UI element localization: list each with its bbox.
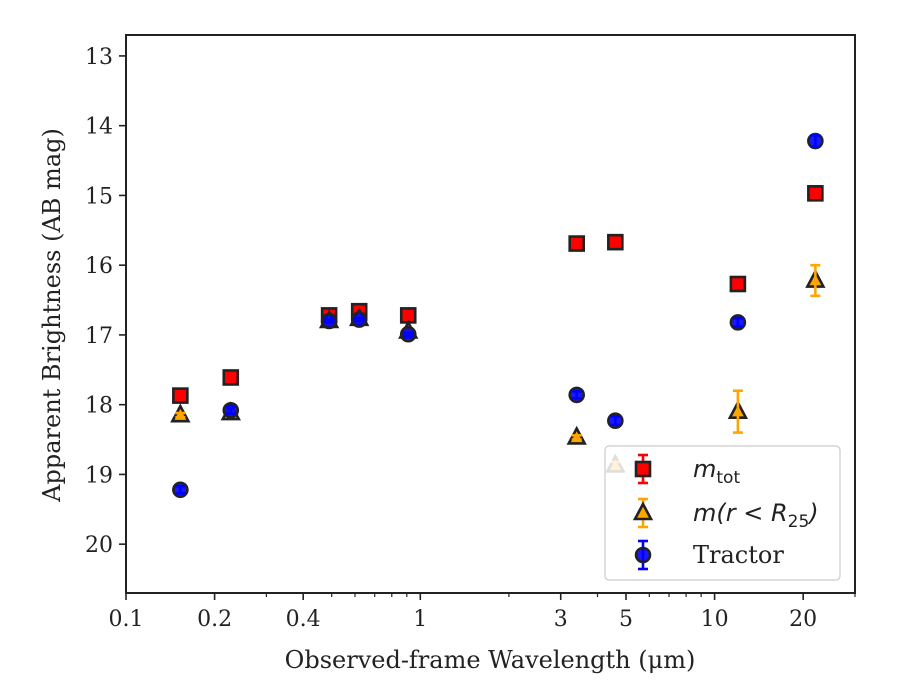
x-tick-label: 0.1	[109, 607, 144, 632]
data-point	[607, 233, 624, 251]
x-axis: 0.1 0.2 0.4 1 3 5 10 20	[109, 593, 856, 632]
y-axis: 13 14 15 16 17 18 19 20	[85, 45, 126, 558]
y-tick-label: 16	[85, 254, 113, 279]
data-point	[399, 325, 417, 343]
data-point	[568, 235, 586, 252]
y-tick-label: 17	[85, 324, 113, 349]
legend-label: mtot	[693, 455, 740, 488]
data-point	[172, 387, 189, 404]
data-point	[170, 403, 191, 423]
data-point	[566, 425, 587, 445]
legend-entry: mtot	[634, 453, 740, 488]
y-tick-label: 18	[85, 394, 113, 419]
data-point	[222, 369, 240, 386]
legend-label: m(r < R25)	[693, 499, 819, 532]
data-point	[607, 412, 624, 430]
x-tick-label: 0.4	[286, 607, 321, 632]
y-tick-label: 15	[85, 184, 113, 209]
legend-label: Tractor	[693, 541, 784, 569]
y-tick-label: 20	[85, 533, 113, 558]
legend-entry: Tractor	[634, 539, 784, 571]
data-point	[568, 386, 586, 404]
data-point	[350, 311, 368, 328]
legend: mtot m(r < R25) Tractor	[604, 445, 841, 581]
x-tick-label: 1	[413, 607, 427, 632]
y-tick-label: 19	[85, 463, 113, 488]
y-axis-label: Apparent Brightness (AB mag)	[38, 128, 66, 503]
legend-frame	[604, 445, 841, 581]
x-tick-label: 5	[619, 607, 633, 632]
data-point	[172, 481, 189, 499]
data-point	[805, 263, 826, 298]
data-point	[222, 401, 240, 419]
data-point	[729, 314, 747, 331]
legend-entry: m(r < R25)	[632, 497, 819, 532]
legend-triangle-marker	[632, 501, 654, 521]
data-point	[727, 389, 749, 434]
x-axis-label: Observed-frame Wavelength (μm)	[285, 646, 696, 674]
data-point	[729, 275, 747, 293]
legend-square-marker	[634, 460, 652, 478]
x-tick-label: 10	[701, 607, 729, 632]
data-point	[807, 132, 824, 150]
x-tick-label: 0.2	[197, 607, 232, 632]
legend-circle-marker	[634, 546, 652, 564]
data-point	[320, 312, 338, 330]
series-circle	[172, 132, 824, 499]
data-point	[399, 307, 417, 324]
x-tick-label: 3	[554, 607, 568, 632]
data-points	[170, 132, 826, 499]
y-tick-label: 14	[85, 115, 113, 140]
data-point	[807, 185, 824, 202]
x-tick-label: 20	[789, 607, 817, 632]
y-tick-label: 13	[85, 45, 113, 70]
